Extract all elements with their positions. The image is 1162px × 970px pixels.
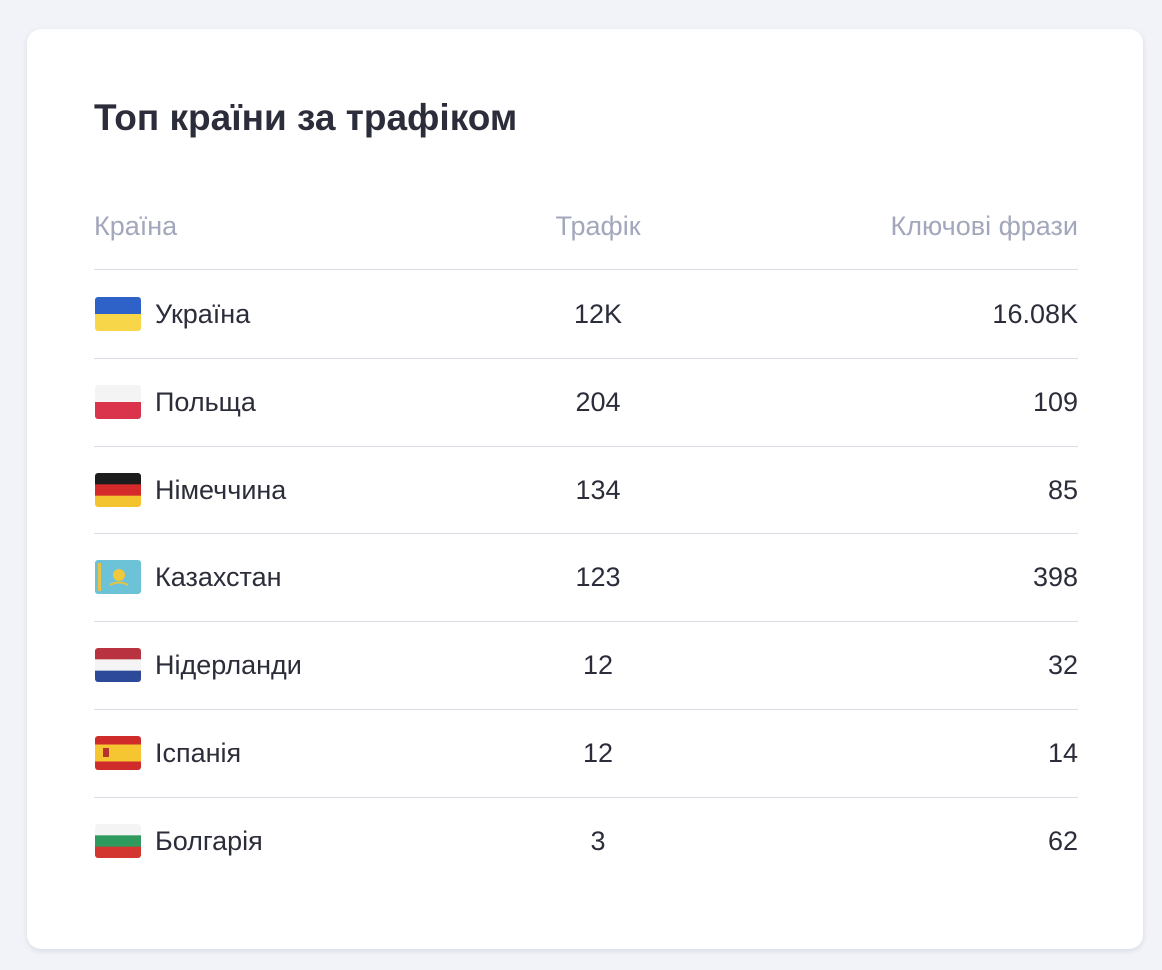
- table-row: Іспанія 12 14: [94, 709, 1078, 797]
- keywords-value: 32: [1047, 650, 1078, 681]
- country-name: Казахстан: [155, 562, 282, 593]
- traffic-value: 123: [575, 562, 621, 593]
- column-header: Країна: [94, 211, 178, 241]
- keywords-value: 85: [1047, 474, 1078, 505]
- keywords-value: 14: [1047, 738, 1078, 768]
- keywords-value: 16.08K: [992, 299, 1078, 329]
- traffic-value: 12K: [573, 299, 623, 329]
- row-divider: [94, 796, 1078, 798]
- column-header: Ключові фрази: [890, 211, 1078, 241]
- country-name: Іспанія: [155, 738, 242, 768]
- table-row: Болгарія 3 62: [94, 797, 1078, 885]
- flag-icon: [95, 648, 141, 683]
- traffic-value: 12: [582, 738, 614, 768]
- card: Топ країни за трафіком Країна Трафік Клю…: [27, 29, 1143, 949]
- flag-icon: [95, 736, 141, 770]
- country-name: Болгарія: [155, 825, 263, 856]
- table-row: Нідерланди 12 32: [94, 621, 1078, 709]
- flag-icon: [95, 560, 141, 595]
- traffic-value: 204: [575, 386, 621, 417]
- column-header: Трафік: [555, 211, 641, 241]
- country-name: Німеччина: [155, 474, 287, 505]
- table-row: Польща 204 109: [94, 358, 1078, 446]
- country-name: Україна: [155, 299, 251, 329]
- flag-icon: [95, 823, 141, 858]
- row-divider: [94, 445, 1078, 447]
- flag-icon: [95, 472, 141, 507]
- keywords-value: 109: [1032, 386, 1078, 417]
- header-divider: [94, 269, 1078, 270]
- traffic-value: 134: [575, 474, 621, 505]
- country-name: Польща: [155, 386, 256, 417]
- table-row: Казахстан 123 398: [94, 533, 1078, 621]
- row-divider: [94, 621, 1078, 623]
- flag-icon: [95, 297, 141, 331]
- keywords-value: 398: [1032, 562, 1078, 593]
- flag-icon: [95, 384, 141, 419]
- country-name: Нідерланди: [155, 650, 302, 681]
- table-row: Німеччина 134 85: [94, 446, 1078, 534]
- row-divider: [94, 357, 1078, 359]
- traffic-value: 3: [590, 825, 606, 856]
- table-row: Україна 12K 16.08K: [94, 270, 1078, 358]
- row-divider: [94, 533, 1078, 535]
- row-divider: [94, 709, 1078, 710]
- traffic-value: 12: [582, 650, 614, 681]
- keywords-value: 62: [1047, 825, 1078, 856]
- card-title: Топ країни за трафіком: [94, 97, 518, 138]
